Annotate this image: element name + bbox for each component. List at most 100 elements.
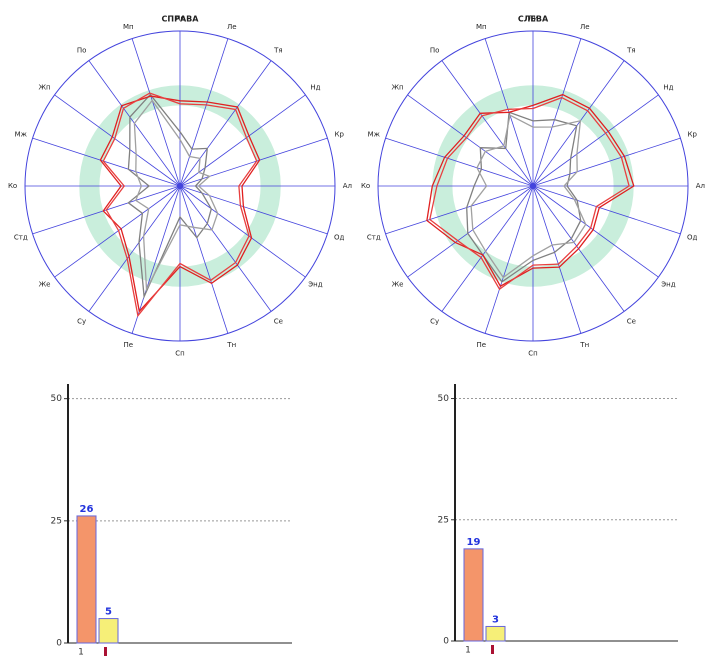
spoke-label: Кр [687,130,697,138]
chart-title: СПРАВА [162,15,200,24]
spoke [179,185,328,235]
spoke-label: Се [627,317,636,325]
spoke-label: Сп [175,349,184,357]
bar [485,625,506,642]
radar-line [102,92,258,318]
spoke-label: По [77,47,87,55]
spoke-label: Нд [310,84,320,92]
spoke-label: Мж [368,130,381,138]
spoke-label: Энд [661,280,675,288]
spoke [532,185,659,278]
spoke-label: Ал [696,182,705,190]
spoke [54,185,181,278]
y-tick-label: 25 [51,516,62,526]
spoke-label: Ле [580,23,590,31]
spoke-label: Тн [226,341,236,349]
chart-title: СЛЕВА [518,15,549,24]
spoke-label: Тя [273,47,283,55]
spoke [179,60,272,187]
bar [463,548,484,642]
spoke [54,94,181,187]
spoke [532,185,582,334]
spoke [441,185,534,312]
spoke [88,185,181,312]
radar-line [429,96,630,291]
spoke-label: Ли [528,15,538,23]
spoke-label: Ли [175,15,185,23]
spoke-label: Пе [476,341,486,349]
spoke [532,38,582,187]
spoke [532,94,659,187]
spoke-label: Тя [626,47,636,55]
value-label: 26 [80,504,94,515]
spoke [179,137,328,187]
radar-line [133,99,219,292]
spoke [532,60,625,187]
spoke-label: Нд [663,84,673,92]
spoke-label: Сп [528,349,537,357]
bar [76,515,97,644]
spoke-label: Же [392,280,404,288]
spoke [407,94,534,187]
spoke [484,185,534,334]
spoke [179,38,229,187]
spoke [179,94,306,187]
value-label: 19 [467,537,481,548]
spoke-label: Ал [343,182,352,190]
marker [104,647,107,656]
radar-line [470,114,587,279]
center-dot [530,183,536,189]
spoke-label: Од [687,234,698,242]
radar-line [426,93,635,288]
y-tick-label: 0 [443,637,449,647]
y-tick-label: 0 [56,639,62,649]
spoke-label: Мж [15,130,28,138]
value-label: 5 [105,607,112,618]
spoke [32,137,181,187]
spoke-label: Жп [392,84,404,92]
spoke-label: Стд [367,234,381,242]
spoke-label: Ко [8,182,17,190]
spoke-label: Мп [476,23,487,31]
y-tick-label: 25 [438,515,449,525]
spoke-label: Жп [39,84,51,92]
bar [98,618,119,644]
spoke [179,185,306,278]
spoke [385,137,534,187]
spoke [385,185,534,235]
spoke [131,38,181,187]
spoke-label: Се [274,317,283,325]
spoke-label: Энд [308,280,322,288]
spoke-label: Мп [123,23,134,31]
spoke-label: Ко [361,182,370,190]
spoke-label: Су [430,317,439,325]
spoke-label: Тн [579,341,589,349]
radar-line [99,95,261,313]
spoke-label: Од [334,234,345,242]
spoke [179,185,272,312]
x-tick-label: 1 [465,646,471,656]
spoke [131,185,181,334]
y-tick-label: 50 [51,394,63,404]
marker [491,645,494,654]
spoke-label: По [430,47,440,55]
radar-line [466,111,582,283]
radar-line [127,93,212,300]
spoke-label: Су [77,317,86,325]
spoke [532,185,681,235]
spoke [179,185,229,334]
center-dot [177,183,183,189]
spoke [532,137,681,187]
spoke-label: Ле [227,23,237,31]
value-label: 3 [492,614,499,625]
spoke [407,185,534,278]
spoke-label: Же [39,280,51,288]
y-tick-label: 50 [438,394,450,404]
x-tick-label: 1 [78,648,84,658]
spoke [441,60,534,187]
spoke-label: Кр [334,130,344,138]
spoke-label: Стд [14,234,28,242]
spoke-label: Пе [123,341,133,349]
